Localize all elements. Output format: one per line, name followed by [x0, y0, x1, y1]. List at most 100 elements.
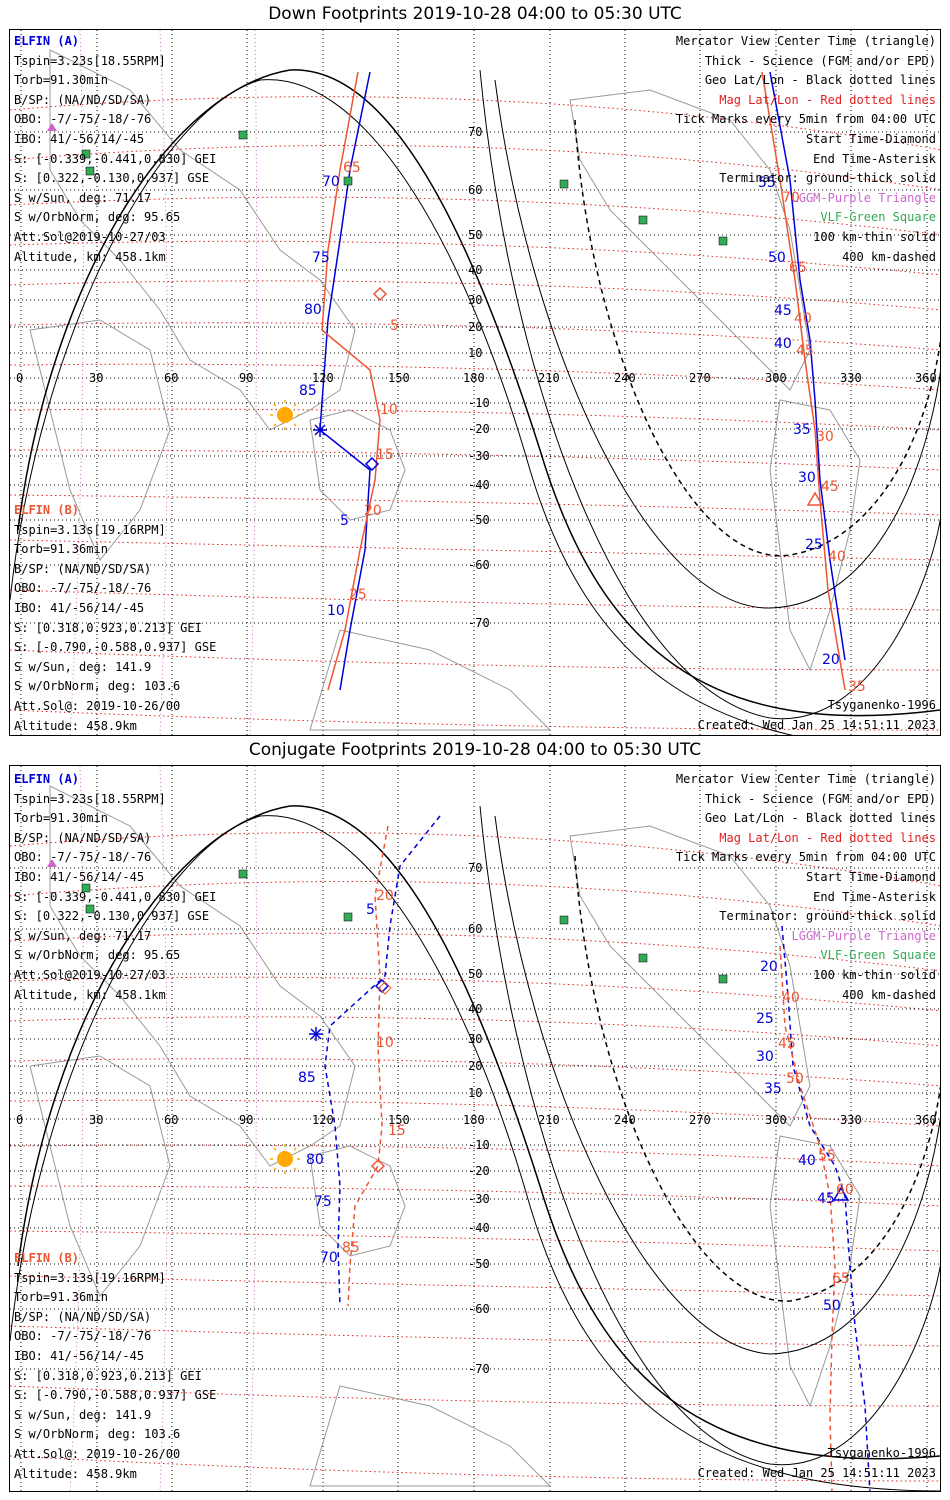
vlf-square: [85, 904, 95, 914]
track-label-b: 65: [343, 160, 361, 176]
elfin-a-info: ELFIN (A) Tspin=3.23s[18.55RPM] Torb=91.…: [14, 770, 216, 1005]
elfin-b-name: ELFIN (B): [14, 503, 80, 517]
vlf-square: [559, 915, 569, 925]
lat-tick: -30: [468, 1192, 490, 1206]
track-label-a: 55: [758, 175, 776, 191]
conjugate-footprints-title: Conjugate Footprints 2019-10-28 04:00 to…: [248, 740, 702, 760]
end-diamond-b: [370, 1158, 386, 1174]
lat-tick: -50: [468, 513, 490, 527]
down-map-graphic: [10, 30, 940, 735]
info-line: Altitude, km: 458.1km: [14, 987, 166, 1002]
start-diamond-a: [364, 456, 380, 472]
lat-tick: 70: [468, 125, 483, 139]
info-line: S: [0.322,-0.130,0.937] GSE: [14, 909, 210, 924]
info-line: Att.Sol@: 2019-10-26/00: [14, 698, 181, 713]
geo-grid-lines: [10, 30, 940, 735]
info-line: Torb=91.36min: [14, 542, 108, 557]
lon-tick: 60: [164, 371, 179, 385]
lon-tick: 270: [689, 1113, 711, 1127]
lat-tick: -10: [468, 396, 490, 410]
track-label-a: 70: [322, 174, 340, 190]
info-line: S: [0.318,0.923,0.213] GEI: [14, 1368, 202, 1383]
view-center-triangle-b: [806, 491, 824, 506]
vlf-square: [85, 166, 95, 176]
info-line: S w/OrbNorm, deg: 103.6: [14, 679, 181, 694]
lat-tick: -70: [468, 1362, 490, 1376]
track-label-b: 20: [364, 503, 382, 519]
legend-line: Terminator: ground-thick solid: [719, 171, 936, 186]
legend-line: Mercator View Center Time (triangle): [675, 34, 936, 48]
track-label-a: 10: [327, 603, 345, 619]
elfin-a-conj-track-east: [781, 925, 871, 1491]
elfin-b-conj-track-west: [347, 825, 389, 1307]
info-line: Att.Sol@: 2019-10-26/00: [14, 1446, 181, 1461]
track-label-a: 45: [774, 303, 792, 319]
lon-tick: 0: [16, 1113, 24, 1127]
lon-tick: 360: [915, 371, 937, 385]
coastlines: [29, 785, 861, 1487]
info-line: Tspin=3.23s[18.55RPM]: [14, 53, 166, 68]
track-label-b: 15: [376, 447, 394, 463]
legend-line: 100 km-thin solid: [813, 967, 936, 982]
end-asterisk-a: [309, 1027, 323, 1041]
elfin-b-info: ELFIN (B) Tspin=3.13s[19.16RPM] Torb=91.…: [14, 501, 217, 735]
vlf-square: [238, 869, 248, 879]
lat-tick: 10: [468, 346, 483, 360]
terminator-curves: [10, 69, 940, 735]
track-label-b: 40: [794, 311, 812, 327]
track-label-b: 55: [818, 1148, 836, 1164]
vlf-square: [343, 176, 353, 186]
lat-tick: -40: [468, 478, 490, 492]
lat-tick: 40: [468, 1002, 483, 1016]
track-label-a: 40: [798, 1153, 816, 1169]
track-label-b: 45: [778, 1036, 796, 1052]
lon-tick: 330: [840, 1113, 862, 1127]
info-line: B/SP: (NA/ND/SD/SA): [14, 561, 152, 576]
legend-line: End Time-Asterisk: [813, 151, 936, 166]
track-label-a: 25: [756, 1011, 774, 1027]
lon-tick-labels: 0 30 60 90 120 150 180 210 240 270 300 3…: [10, 371, 940, 385]
geo-grid-lines: [10, 766, 940, 1491]
lat-tick: 50: [468, 228, 483, 242]
info-line: Torb=91.36min: [14, 1290, 108, 1305]
legend-line: Start Time-Diamond: [805, 869, 936, 884]
legend-line: Tick Marks every 5min from 04:00 UTC: [675, 850, 936, 865]
info-line: S: [-0.790,-0.588,0.937] GSE: [14, 640, 217, 655]
vlf-square: [238, 130, 248, 140]
track-label-a: 40: [774, 336, 792, 352]
lat-tick: -20: [468, 1164, 490, 1178]
lat-tick-labels: 70 60 50 40 30 20 10 -10 -20 -30 -40 -50…: [468, 766, 508, 1491]
track-label-a: 25: [805, 537, 823, 553]
lat-tick: 40: [468, 263, 483, 277]
lon-tick: 180: [463, 1113, 485, 1127]
created-label: Created: Wed Jan 25 14:51:11 2023: [697, 1466, 936, 1480]
lon-tick-labels: 0 30 60 90 120 150 180 210 240 270 300 3…: [10, 1113, 940, 1127]
legend-line: 400 km-dashed: [842, 249, 936, 264]
legend-line: Geo Lat/Lon - Black dotted lines: [704, 73, 936, 88]
info-line: Tspin=3.13s[19.16RPM]: [14, 522, 166, 537]
info-line: IBO: 41/-56/14/-45: [14, 869, 145, 884]
track-label-a: 35: [793, 422, 811, 438]
track-label-b: 85: [342, 1240, 360, 1256]
down-footprints-map: 0 30 60 90 120 150 180 210 240 270 300 3…: [9, 29, 941, 736]
info-line: Altitude, km: 458.1km: [14, 249, 166, 264]
track-label-a: 85: [298, 1070, 316, 1086]
track-label-a: 75: [314, 1194, 332, 1210]
elfin-b-info: ELFIN (B) Tspin=3.13s[19.16RPM] Torb=91.…: [14, 1249, 216, 1484]
info-line: B/SP: (NA/ND/SD/SA): [14, 1309, 152, 1324]
track-label-b: 10: [376, 1035, 394, 1051]
info-line: S w/Sun, deg: 141.9: [14, 659, 152, 674]
info-line: S: [0.318,0.923,0.213] GEI: [14, 620, 202, 635]
lon-tick: 210: [538, 1113, 560, 1127]
lon-tick: 120: [312, 371, 334, 385]
info-line: Torb=91.30min: [14, 73, 108, 88]
track-label-b: 35: [848, 679, 866, 695]
vlf-square: [343, 912, 353, 922]
elfin-b-name: ELFIN (B): [14, 1251, 80, 1265]
terminator-curves: [10, 805, 940, 1491]
track-label-a: 45: [817, 1191, 835, 1207]
track-label-a: 70: [320, 1250, 338, 1266]
lon-tick: 300: [765, 1113, 787, 1127]
lon-tick: 240: [614, 1113, 636, 1127]
track-label-a: 5: [366, 902, 375, 918]
